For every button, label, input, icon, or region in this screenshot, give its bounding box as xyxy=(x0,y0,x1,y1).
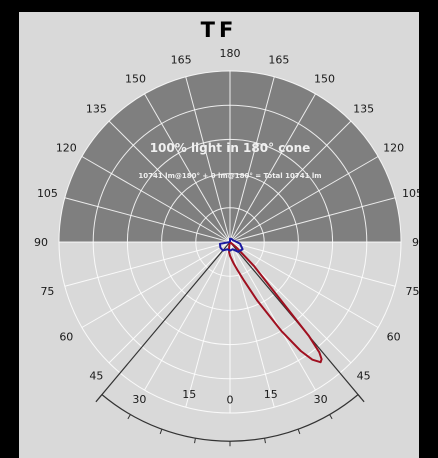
grid-radial-line xyxy=(229,241,379,328)
angle-tick-label: 120 xyxy=(383,142,404,155)
grid-radial-line xyxy=(185,241,231,408)
angle-tick-label: 15 xyxy=(264,388,278,401)
angle-tick-label: 45 xyxy=(357,370,371,383)
grid-radial-line xyxy=(229,241,396,287)
angle-tick-label: 90 xyxy=(412,236,419,249)
angle-tick-label: 45 xyxy=(89,370,103,383)
angle-tick-label: 180 xyxy=(220,47,241,60)
grid-radial-line xyxy=(64,241,231,287)
angle-tick-label: 15 xyxy=(182,388,196,401)
scale-arc-tick xyxy=(264,438,266,444)
grid-radial-line xyxy=(144,241,231,391)
grid-radial-line xyxy=(229,76,275,243)
grid-radial-line xyxy=(144,93,231,243)
angle-tick-label: 135 xyxy=(86,102,107,115)
grid-radial-line xyxy=(229,120,352,243)
grid-radial-line xyxy=(229,156,379,243)
angle-tick-label: 60 xyxy=(387,331,401,344)
grid-radial-line xyxy=(185,76,231,243)
scale-arc-tick xyxy=(357,394,362,399)
cone-headline: 100% light in 180° cone xyxy=(150,141,311,155)
photometric-chart-card: TF 1801651651501501351351201201051059090… xyxy=(19,12,419,458)
angle-tick-label: 135 xyxy=(353,102,374,115)
angle-tick-label: 0 xyxy=(227,393,234,406)
angle-tick-label: 165 xyxy=(171,53,192,66)
angle-tick-label: 120 xyxy=(56,142,77,155)
angle-tick-label: 90 xyxy=(34,236,48,249)
lumen-summary: 10741 lm@180° + 0 lm@180° = Total 10741 … xyxy=(138,172,321,180)
grid-radial-line xyxy=(229,241,316,391)
scale-arc-tick xyxy=(98,394,103,399)
grid-radial-line xyxy=(229,197,396,243)
grid-radial-line xyxy=(108,120,231,243)
angle-tick-label: 165 xyxy=(268,53,289,66)
series-red-curve xyxy=(228,241,323,364)
angle-tick-label: 30 xyxy=(314,393,328,406)
scale-arc-tick xyxy=(159,429,163,435)
polar-chart: 1801651651501501351351201201051059090757… xyxy=(34,47,419,447)
angle-tick-label: 30 xyxy=(132,393,146,406)
angle-tick-label: 150 xyxy=(314,72,335,85)
scale-arc-tick xyxy=(329,414,333,420)
angle-tick-label: 75 xyxy=(406,285,419,298)
scale-arc-tick xyxy=(194,438,196,444)
chart-title: TF xyxy=(200,18,238,42)
series-blue-curve xyxy=(218,237,244,253)
grid-radial-line xyxy=(81,241,231,328)
grid-radial-line xyxy=(108,241,231,364)
angle-tick-label: 105 xyxy=(37,187,58,200)
scale-arc-tick xyxy=(297,429,301,435)
grid-radial-line xyxy=(229,93,316,243)
angle-tick-label: 105 xyxy=(402,187,419,200)
scale-arc-tick xyxy=(127,414,131,420)
angle-tick-label: 75 xyxy=(40,285,54,298)
cone-line xyxy=(95,241,231,403)
angle-tick-label: 150 xyxy=(125,72,146,85)
grid-radial-line xyxy=(81,156,231,243)
grid-radial-line xyxy=(64,197,231,243)
angle-tick-label: 60 xyxy=(59,331,73,344)
